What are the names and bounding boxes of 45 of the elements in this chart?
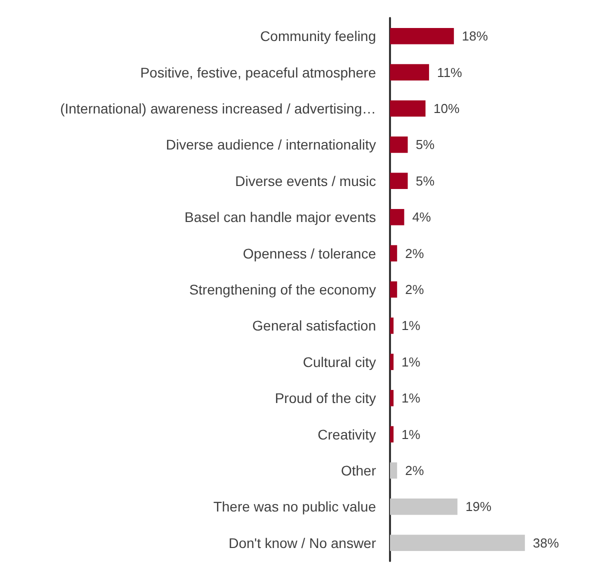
y-tick-label: Community feeling: [260, 28, 376, 44]
bar: [390, 100, 426, 117]
bar: [390, 208, 404, 226]
data-label: 1%: [402, 318, 421, 334]
bar: [390, 28, 454, 44]
bar: [390, 390, 394, 406]
data-label: 2%: [405, 463, 424, 478]
y-tick-label: Basel can handle major events: [184, 209, 376, 226]
data-label: 10%: [434, 101, 460, 116]
bar: [390, 281, 398, 298]
data-label: 1%: [402, 354, 421, 370]
bar: [390, 245, 398, 262]
y-tick-label: (International) awareness increased / advertising…: [60, 100, 376, 116]
y-tick-label: Creativity: [318, 426, 376, 442]
y-tick-label: Don't know / No answer: [228, 534, 376, 551]
bar: [390, 498, 458, 515]
y-tick-label: Other: [340, 462, 376, 478]
data-label: 1%: [402, 426, 421, 442]
bar: [390, 534, 525, 552]
data-label: 1%: [402, 390, 421, 406]
y-tick-label: Positive, festive, peaceful atmosphere: [140, 64, 376, 80]
data-label: 11%: [437, 64, 463, 80]
y-tick-label: Diverse events / music: [235, 172, 376, 189]
y-tick-label: Strengthening of the economy: [189, 282, 376, 298]
bar: [390, 462, 398, 479]
data-label: 19%: [465, 499, 492, 514]
y-tick-label: Diverse audience / internationality: [166, 136, 376, 153]
data-label: 5%: [416, 137, 435, 152]
bar: [390, 64, 430, 80]
y-tick-label: General satisfaction: [252, 318, 376, 334]
bar: [390, 172, 408, 190]
data-label: 2%: [405, 246, 424, 261]
y-tick-label: Openness / tolerance: [242, 245, 376, 262]
y-tick-label: Cultural city: [302, 354, 376, 370]
data-label: 4%: [412, 210, 432, 225]
bar: [390, 136, 408, 153]
data-label: 2%: [405, 282, 424, 297]
bar: [390, 354, 394, 370]
data-label: 5%: [416, 173, 435, 188]
y-tick-label: Proud of the city: [274, 390, 376, 406]
bar: [390, 426, 394, 442]
y-tick-label: There was no public value: [213, 498, 376, 515]
data-label: 18%: [462, 28, 488, 44]
data-label: 38%: [532, 535, 560, 550]
bar: [390, 318, 394, 334]
